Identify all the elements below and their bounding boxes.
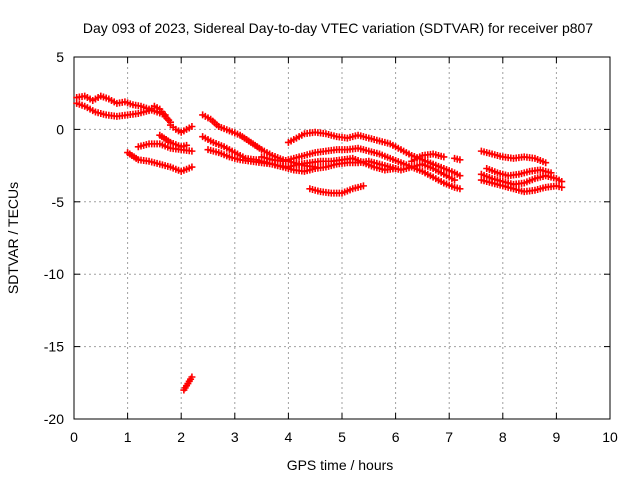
x-tick-label: 2 xyxy=(177,429,185,445)
series-track-14 xyxy=(451,154,464,164)
data-point xyxy=(456,156,464,164)
data-point xyxy=(547,169,555,177)
data-point xyxy=(542,159,550,167)
y-axis-label: SDTVAR / TECUs xyxy=(5,182,21,294)
y-tick-label: -20 xyxy=(44,411,64,427)
y-tick-labels: 5 0 -5 -10 -15 -20 xyxy=(44,49,64,427)
series-track-12 xyxy=(408,150,448,165)
data-point xyxy=(451,176,459,184)
series-track-19 xyxy=(180,373,196,394)
x-tick-label: 8 xyxy=(499,429,507,445)
data-points xyxy=(73,92,566,394)
x-tick-label: 6 xyxy=(392,429,400,445)
data-point xyxy=(456,185,464,193)
series-track-15 xyxy=(477,147,550,167)
y-tick-label: 5 xyxy=(56,49,64,65)
axis-ticks xyxy=(73,56,611,420)
x-tick-label: 5 xyxy=(338,429,346,445)
x-tick-labels: 0 1 2 3 4 5 6 7 8 9 10 xyxy=(70,429,618,445)
x-tick-label: 3 xyxy=(231,429,239,445)
data-point xyxy=(359,182,367,190)
data-point xyxy=(188,123,196,131)
series-track-13 xyxy=(306,182,367,197)
x-tick-label: 1 xyxy=(124,429,132,445)
data-point xyxy=(188,163,196,171)
chart-title: Day 093 of 2023, Sidereal Day-to-day VTE… xyxy=(83,20,593,36)
series-track-18 xyxy=(483,164,555,180)
grid-lines xyxy=(74,57,610,419)
series-track-16 xyxy=(477,170,566,188)
x-tick-label: 9 xyxy=(553,429,561,445)
y-tick-label: -5 xyxy=(52,194,65,210)
data-point xyxy=(558,183,566,191)
series-track-11 xyxy=(258,144,464,193)
y-tick-label: -15 xyxy=(44,339,64,355)
series-track-4 xyxy=(124,149,196,175)
series-track-6 xyxy=(156,131,191,151)
data-point xyxy=(188,147,196,155)
data-point xyxy=(440,153,448,161)
x-tick-label: 10 xyxy=(602,429,618,445)
data-point xyxy=(183,141,191,149)
y-tick-label: -10 xyxy=(44,266,64,282)
x-tick-label: 4 xyxy=(285,429,293,445)
series-track-2 xyxy=(73,99,174,126)
x-tick-label: 0 xyxy=(70,429,78,445)
data-point xyxy=(188,373,196,381)
series-track-17 xyxy=(477,176,566,196)
y-tick-label: 0 xyxy=(56,121,64,137)
series-track-3 xyxy=(166,121,196,136)
data-point xyxy=(456,172,464,180)
x-tick-label: 7 xyxy=(445,429,453,445)
x-axis-label: GPS time / hours xyxy=(287,457,394,473)
